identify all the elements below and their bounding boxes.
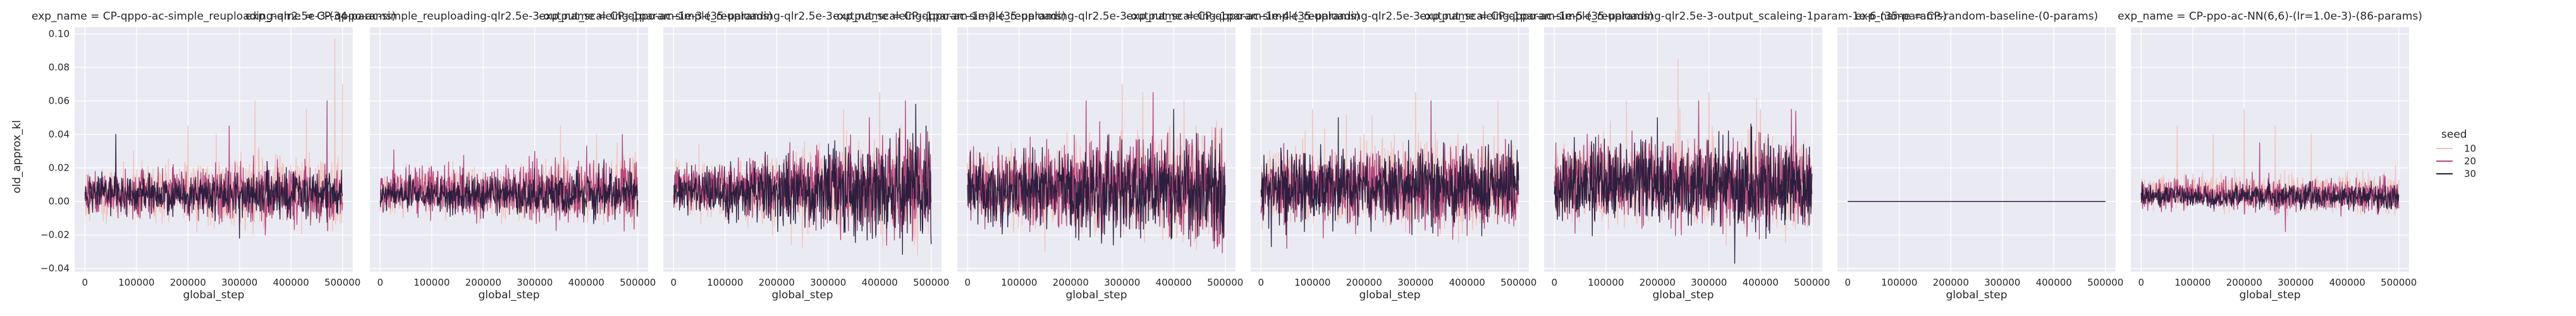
x-tick-label: 500000 [2381, 277, 2417, 288]
x-tick-label: 100000 [414, 277, 450, 288]
x-tick-label: 200000 [1640, 277, 1676, 288]
x-tick-label: 200000 [1933, 277, 1969, 288]
x-tick-label: 300000 [221, 277, 257, 288]
y-tick-label: 0.02 [49, 162, 70, 174]
panel-title: exp_name = CP-ppo-ac-NN(6,6)-(lr=1.0e-3)… [2118, 10, 2422, 23]
x-tick-label: 500000 [1794, 277, 1830, 288]
panel-title: exp_name = CP-qppo-ac-simple_reuploading… [539, 10, 1066, 23]
plot-area [1251, 27, 1529, 272]
panel-6: 0 100000 200000 300000 400000 500000 global_st… [1420, 10, 1947, 301]
panel-3: 0 100000 200000 300000 400000 500000 global_st… [539, 10, 1066, 301]
panel-2: 0 100000 200000 300000 400000 500000 global_st… [245, 10, 773, 301]
plot-area [1544, 27, 1822, 272]
x-axis-label: global_step [1946, 289, 2007, 301]
x-tick-label: 200000 [465, 277, 501, 288]
x-tick-label: 200000 [759, 277, 795, 288]
series-line-seed-30 [673, 104, 932, 255]
x-tick-label: 400000 [568, 277, 604, 288]
x-tick-label: 0 [377, 277, 384, 288]
x-tick-label: 400000 [2036, 277, 2072, 288]
panel-5: 0 100000 200000 300000 400000 500000 global_st… [1126, 10, 1653, 301]
x-tick-label: 100000 [707, 277, 743, 288]
x-tick-label: 400000 [1743, 277, 1779, 288]
y-tick-label: 0.08 [49, 62, 70, 73]
x-tick-label: 400000 [273, 277, 309, 288]
x-tick-label: 500000 [1500, 277, 1536, 288]
panel-title: exp_name = CP-qppo-ac-simple_reuploading… [245, 10, 773, 23]
x-tick-label: 0 [671, 277, 677, 288]
x-tick-label: 400000 [1156, 277, 1192, 288]
plot-area [1837, 27, 2116, 272]
y-tick-label: 0.06 [49, 95, 70, 107]
x-tick-label: 400000 [862, 277, 898, 288]
x-tick-label: 300000 [1397, 277, 1433, 288]
panel-title: exp_name = CP-random-baseline-(0-params) [1855, 10, 2098, 23]
x-tick-label: 200000 [2226, 277, 2262, 288]
series-line-seed-30 [379, 160, 639, 224]
y-tick-label: −0.02 [40, 229, 70, 241]
x-tick-label: 300000 [1984, 277, 2020, 288]
x-tick-label: 0 [1258, 277, 1265, 288]
y-axis-label: old_approx_kl [11, 120, 23, 193]
y-tick-label: 0.04 [49, 129, 70, 140]
x-tick-label: 100000 [1294, 277, 1330, 288]
x-tick-label: 100000 [2174, 277, 2211, 288]
x-tick-label: 500000 [1207, 277, 1243, 288]
series-line-seed-30 [967, 109, 1226, 246]
panel-title: exp_name = CP-qppo-ac-simple_reuploading… [32, 10, 396, 23]
panel-title: exp_name = CP-qppo-ac-simple_reuploading… [1420, 10, 1947, 23]
x-axis-label: global_step [1652, 289, 1714, 301]
x-tick-label: 0 [82, 277, 89, 288]
x-axis-label: global_step [2239, 289, 2300, 301]
panel-title: exp_name = CP-qppo-ac-simple_reuploading… [1126, 10, 1653, 23]
x-tick-label: 0 [2138, 277, 2145, 288]
x-tick-label: 200000 [170, 277, 206, 288]
x-tick-label: 500000 [620, 277, 656, 288]
x-tick-label: 500000 [324, 277, 360, 288]
series-line-seed-30 [84, 133, 343, 239]
x-tick-label: 100000 [1001, 277, 1037, 288]
x-tick-label: 0 [1552, 277, 1558, 288]
x-tick-label: 500000 [2087, 277, 2123, 288]
panel-8: 0 100000 200000 300000 400000 500000 global_st… [2118, 10, 2422, 301]
x-tick-label: 300000 [1104, 277, 1140, 288]
x-tick-label: 100000 [1588, 277, 1624, 288]
x-tick-label: 300000 [2278, 277, 2314, 288]
x-axis-label: global_step [1065, 289, 1127, 301]
legend-label-20: 20 [2464, 155, 2476, 167]
x-tick-label: 0 [1845, 277, 1851, 288]
chart-panels: 0 100000 200000 300000 400000 500000 global_st… [32, 10, 2422, 301]
x-axis-label: global_step [478, 289, 539, 301]
panel-title: exp_name = CP-qppo-ac-simple_reuploading… [833, 10, 1360, 23]
y-tick-label: 0.10 [49, 28, 70, 40]
x-axis-label: global_step [1359, 289, 1420, 301]
series-line-seed-30 [1260, 117, 1519, 247]
plot-area [370, 27, 648, 272]
x-tick-label: 400000 [1449, 277, 1485, 288]
legend-label-30: 30 [2464, 168, 2476, 179]
x-tick-label: 300000 [810, 277, 846, 288]
panel-4: 0 100000 200000 300000 400000 500000 global_st… [833, 10, 1360, 301]
y-tick-label: −0.04 [40, 263, 70, 274]
series-line-seed-30 [2140, 180, 2400, 213]
x-tick-label: 300000 [1691, 277, 1727, 288]
x-tick-label: 100000 [118, 277, 154, 288]
legend-label-10: 10 [2464, 143, 2476, 154]
x-tick-label: 0 [965, 277, 971, 288]
legend-title: seed [2441, 128, 2467, 141]
x-tick-label: 300000 [517, 277, 553, 288]
panel-1: 0 100000 200000 300000 400000 500000 global_st… [32, 10, 396, 301]
series-line-seed-30 [1554, 117, 1813, 264]
x-tick-label: 400000 [2329, 277, 2365, 288]
x-axis-label: global_step [183, 289, 244, 301]
x-tick-label: 200000 [1346, 277, 1382, 288]
panel-7: 0 100000 200000 300000 400000 500000 global_st… [1837, 10, 2123, 301]
x-tick-label: 200000 [1053, 277, 1089, 288]
x-tick-label: 500000 [913, 277, 949, 288]
y-tick-label: 0.00 [49, 196, 70, 207]
x-tick-label: 100000 [1881, 277, 1917, 288]
x-axis-label: global_step [771, 289, 833, 301]
